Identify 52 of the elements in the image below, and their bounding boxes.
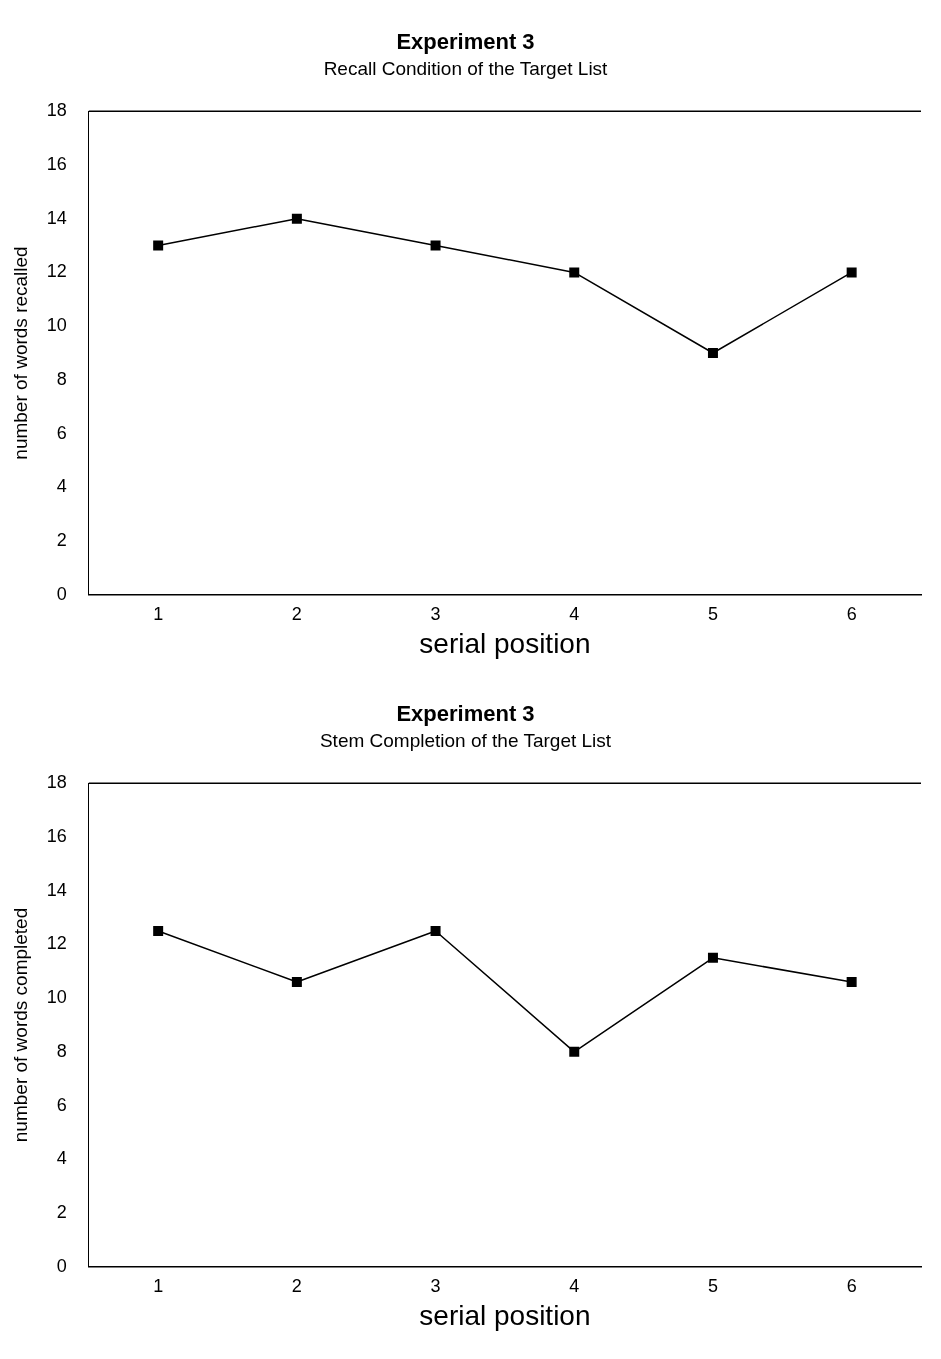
y-tick-label: 0 bbox=[56, 583, 67, 604]
point bbox=[569, 267, 580, 278]
y-tick-label: 10 bbox=[46, 315, 67, 336]
y-tick-label: 14 bbox=[46, 207, 67, 228]
y-tick-label: 4 bbox=[56, 476, 67, 497]
x-tick-label: 2 bbox=[291, 603, 302, 624]
y-tick-label: 12 bbox=[46, 261, 67, 282]
y-tick-label: 2 bbox=[56, 530, 67, 551]
y-tick-label: 2 bbox=[56, 1202, 67, 1223]
x-tick-label: 5 bbox=[707, 1275, 718, 1296]
y-tick-label: 16 bbox=[46, 153, 67, 174]
y-tick-label: 18 bbox=[46, 772, 67, 793]
y-tick-label: 10 bbox=[46, 987, 67, 1008]
x-tick-label: 2 bbox=[291, 1275, 302, 1296]
chart-subtitle: Stem Completion of the Target List bbox=[319, 730, 612, 752]
x-axis-title: serial position bbox=[419, 627, 591, 659]
point bbox=[846, 977, 857, 988]
point bbox=[569, 1046, 580, 1057]
x-tick-label: 3 bbox=[430, 1275, 441, 1296]
x-tick-label: 1 bbox=[153, 1275, 164, 1296]
point bbox=[291, 213, 302, 224]
x-tick-label: 6 bbox=[846, 1275, 857, 1296]
y-tick-label: 0 bbox=[56, 1255, 67, 1276]
point bbox=[153, 240, 164, 251]
x-axis-title: serial position bbox=[419, 1299, 591, 1331]
y-tick-label: 6 bbox=[56, 1094, 67, 1115]
y-tick-label: 18 bbox=[46, 100, 67, 121]
chart-subtitle: Recall Condition of the Target List bbox=[323, 58, 609, 80]
x-tick-label: 5 bbox=[707, 603, 718, 624]
point bbox=[153, 925, 164, 936]
point bbox=[430, 925, 441, 936]
point bbox=[707, 952, 718, 963]
point bbox=[846, 267, 857, 278]
point bbox=[707, 348, 718, 358]
y-tick-label: 14 bbox=[46, 879, 67, 900]
y-tick-label: 8 bbox=[56, 1040, 67, 1061]
y-tick-label: 6 bbox=[56, 422, 67, 443]
point bbox=[430, 240, 441, 251]
y-axis-title: number of words completed bbox=[9, 907, 31, 1143]
y-axis-title: number of words recalled bbox=[9, 246, 31, 460]
chart-title: Experiment 3 bbox=[396, 29, 535, 55]
y-tick-label: 8 bbox=[56, 368, 67, 389]
y-tick-label: 12 bbox=[46, 933, 67, 954]
x-tick-label: 3 bbox=[430, 603, 441, 624]
y-tick-label: 16 bbox=[46, 825, 67, 846]
x-tick-label: 4 bbox=[569, 603, 580, 624]
x-tick-label: 1 bbox=[153, 603, 164, 624]
x-tick-label: 6 bbox=[846, 603, 857, 624]
chart-title: Experiment 3 bbox=[396, 701, 535, 727]
x-tick-label: 4 bbox=[569, 1275, 580, 1296]
point bbox=[291, 977, 302, 988]
y-tick-label: 4 bbox=[56, 1148, 67, 1169]
